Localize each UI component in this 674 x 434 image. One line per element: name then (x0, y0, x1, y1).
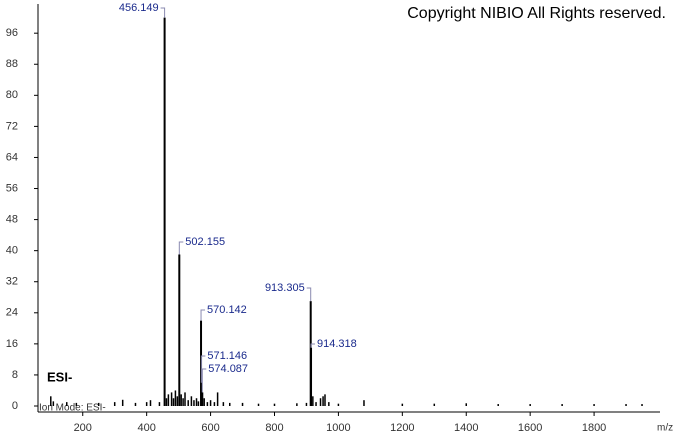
label-connector (178, 241, 184, 255)
y-tick-label: 24 (6, 307, 18, 319)
y-tick-label: 56 (6, 182, 18, 194)
chart-title: Copyright NIBIO All Rights reserved. (407, 5, 666, 22)
peak-label: 570.142 (207, 304, 247, 316)
peak-label: 502.155 (185, 236, 225, 248)
label-connector (310, 343, 316, 348)
y-tick-label: 96 (6, 27, 18, 39)
x-tick-label: 1400 (454, 422, 478, 434)
y-tick-label: 80 (6, 89, 18, 101)
y-tick-label: 64 (6, 151, 18, 163)
label-connector (200, 355, 206, 383)
y-tick-label: 8 (12, 369, 18, 381)
x-tick-label: 1800 (582, 422, 606, 434)
mode-label: ESI- (47, 369, 72, 384)
y-tick-label: 72 (6, 120, 18, 132)
x-tick-label: 1200 (390, 422, 414, 434)
footer: Ion Mode: ESI- (39, 403, 106, 414)
x-tick-label: 200 (74, 422, 92, 434)
y-tick-label: 88 (6, 58, 18, 70)
x-tick-label: 400 (137, 422, 155, 434)
peak-label: 571.146 (207, 350, 247, 362)
y-tick-label: 0 (12, 400, 18, 412)
x-tick-label: 800 (265, 422, 283, 434)
y-tick-label: 48 (6, 213, 18, 225)
label-connector (201, 368, 207, 393)
y-tick-label: 16 (6, 338, 18, 350)
y-tick-label: 40 (6, 245, 18, 257)
peak-label: 574.087 (208, 363, 248, 375)
x-tick-label: 1600 (518, 422, 542, 434)
x-tick-label: 1000 (326, 422, 350, 434)
label-connector (160, 7, 166, 18)
x-axis-label: m/z (657, 423, 673, 434)
label-connector (306, 287, 312, 302)
y-tick-label: 32 (6, 276, 18, 288)
peak-label: 913.305 (265, 282, 305, 294)
label-connector (200, 309, 206, 321)
peak-label: 914.318 (317, 338, 357, 350)
peak-label: 456.149 (119, 2, 159, 14)
x-tick-label: 600 (201, 422, 219, 434)
